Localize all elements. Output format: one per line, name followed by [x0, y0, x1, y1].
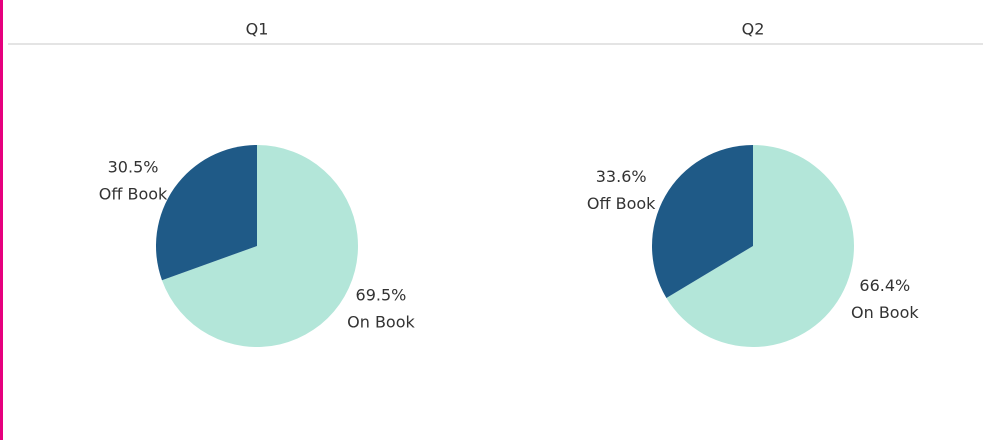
slice-category-label: Off Book [99, 185, 168, 204]
slice-value-label: 33.6% [596, 167, 647, 186]
slice-value-label: 69.5% [356, 285, 407, 304]
left-accent [0, 0, 3, 440]
slice-category-label: On Book [851, 303, 919, 322]
slice-category-label: On Book [347, 312, 415, 331]
pie-slice [652, 145, 753, 298]
slice-category-label: Off Book [587, 194, 656, 213]
pie-slice [666, 145, 854, 348]
pie-slice [156, 145, 257, 281]
pie-slice [161, 145, 358, 347]
slice-value-label: 30.5% [108, 158, 159, 177]
pie-title: Q1 [246, 20, 269, 39]
slice-value-label: 66.4% [859, 276, 910, 295]
pie-title: Q2 [742, 20, 765, 39]
